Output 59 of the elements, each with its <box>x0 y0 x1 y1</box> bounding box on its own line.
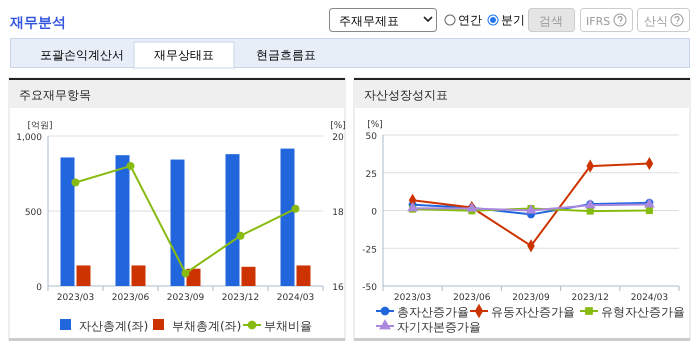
bar <box>116 155 130 286</box>
text: 현금흐름표 <box>256 48 316 62</box>
y-tick-label: 0 <box>36 283 42 293</box>
text: IFRS <box>586 15 610 28</box>
x-tick-label: 2023/06 <box>112 293 150 303</box>
text: 재무분석 <box>9 15 66 31</box>
y2-tick-label: 18 <box>332 208 344 218</box>
text: 산식 <box>644 14 668 28</box>
legend-label: 유형자산증가율 <box>601 305 685 319</box>
x-tick-label: 2023/03 <box>56 293 94 303</box>
x-tick-label: 2024/03 <box>630 293 668 303</box>
y-tick-label: 50 <box>366 132 378 142</box>
text: 연간 <box>458 13 482 27</box>
y-axis-title: [억원] <box>27 121 53 131</box>
x-tick-label: 2023/03 <box>394 293 432 303</box>
legend-label: 부채총계(좌) <box>172 319 242 333</box>
bar <box>242 266 256 286</box>
point <box>182 269 190 278</box>
point <box>646 206 653 214</box>
y-tick-label: -25 <box>362 245 377 256</box>
dropdown-select: 주재무제표 <box>329 8 437 32</box>
bar <box>280 148 294 286</box>
chart-title: 자산성장성지표 <box>364 88 448 102</box>
x-tick-label: 2023/09 <box>166 293 204 303</box>
text: 검색 <box>539 14 563 28</box>
bar <box>76 265 90 286</box>
y2-axis-title: [%] <box>330 121 346 131</box>
y2-tick-label: 20 <box>332 133 344 143</box>
legend-label: 자산총계(좌) <box>79 319 148 333</box>
y-tick-label: 25 <box>366 170 377 180</box>
x-tick-label: 2023/12 <box>222 293 260 303</box>
bar <box>226 154 240 286</box>
x-tick-label: 2023/06 <box>453 293 491 303</box>
x-tick-label: 2024/03 <box>276 293 314 303</box>
point <box>236 232 244 240</box>
bar <box>132 265 146 286</box>
text: 분기 <box>501 13 525 27</box>
legend-label: 부채비율 <box>264 319 312 333</box>
point <box>126 162 134 170</box>
bar <box>60 157 74 286</box>
y-tick-label: 500 <box>24 208 42 218</box>
bar <box>170 160 184 286</box>
point <box>407 202 418 212</box>
text: 포괄손익계산서 <box>40 48 124 62</box>
y-tick-label: -50 <box>362 283 378 293</box>
y-tick-label: 1,000 <box>16 133 42 143</box>
chart-title: 주요재무항목 <box>19 88 91 102</box>
legend-label: 총자산증가율 <box>397 305 469 319</box>
legend-label: 자기자본증가율 <box>397 320 481 334</box>
x-tick-label: 2023/09 <box>512 293 550 303</box>
point <box>292 204 300 213</box>
point <box>72 178 80 186</box>
legend-label: 유동자산증가율 <box>491 305 575 319</box>
y-tick-label: 0 <box>371 208 378 218</box>
y2-tick-label: 16 <box>332 283 344 293</box>
bar <box>296 265 310 286</box>
text: 재무상태표 <box>154 48 214 62</box>
x-tick-label: 2023/12 <box>572 293 609 303</box>
y-axis-title: [%] <box>367 120 383 130</box>
